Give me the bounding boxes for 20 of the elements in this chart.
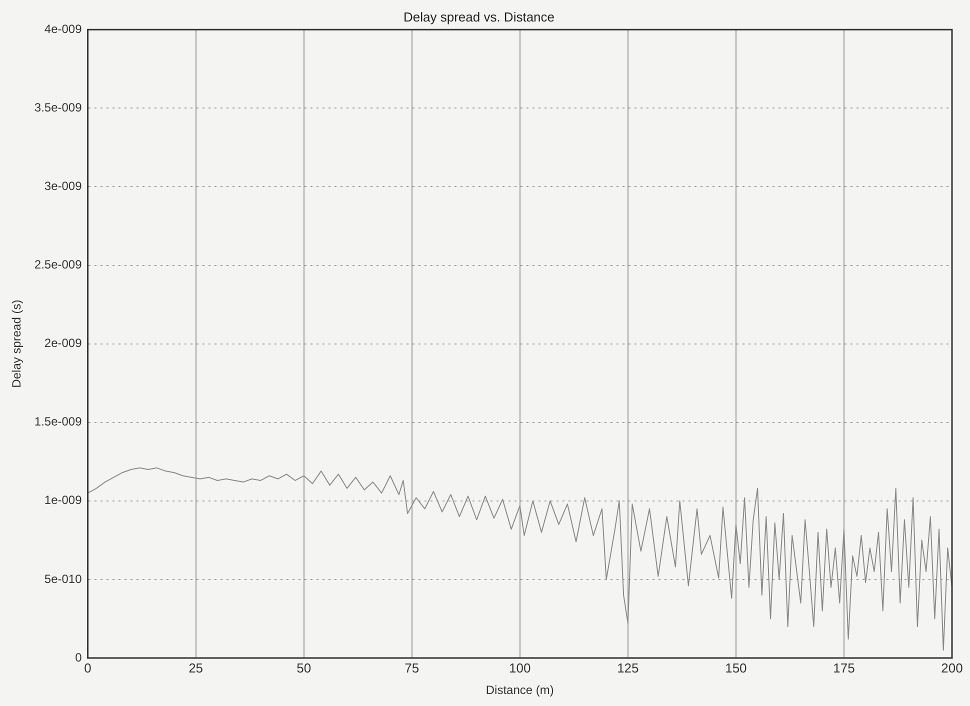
y-axis-title: Delay spread (s) [10,300,24,388]
y-tick-label: 5e-010 [44,572,82,586]
y-tick-label: 3e-009 [44,179,82,194]
x-tick-label: 125 [617,660,639,676]
x-tick-label: 25 [188,660,204,676]
y-tick-label: 1e-009 [44,493,82,508]
chart-title: Delay spread vs. Distance [403,9,555,24]
y-tick-label: 0 [75,650,82,664]
x-tick-label: 75 [404,660,420,676]
y-tick-label: 3.5e-009 [34,100,82,114]
y-tick-label: 2.5e-009 [34,258,82,272]
y-tick-label: 2e-009 [44,336,82,350]
x-axis-title: Distance (m) [486,683,554,698]
y-tick-label: 4e-009 [44,22,82,36]
y-tick-label: 1.5e-009 [34,414,82,429]
x-tick-label: 50 [296,660,312,676]
x-tick-label: 150 [725,660,747,676]
x-tick-label: 100 [509,660,531,676]
x-tick-label: 200 [941,660,963,676]
x-tick-label: 175 [833,660,855,676]
